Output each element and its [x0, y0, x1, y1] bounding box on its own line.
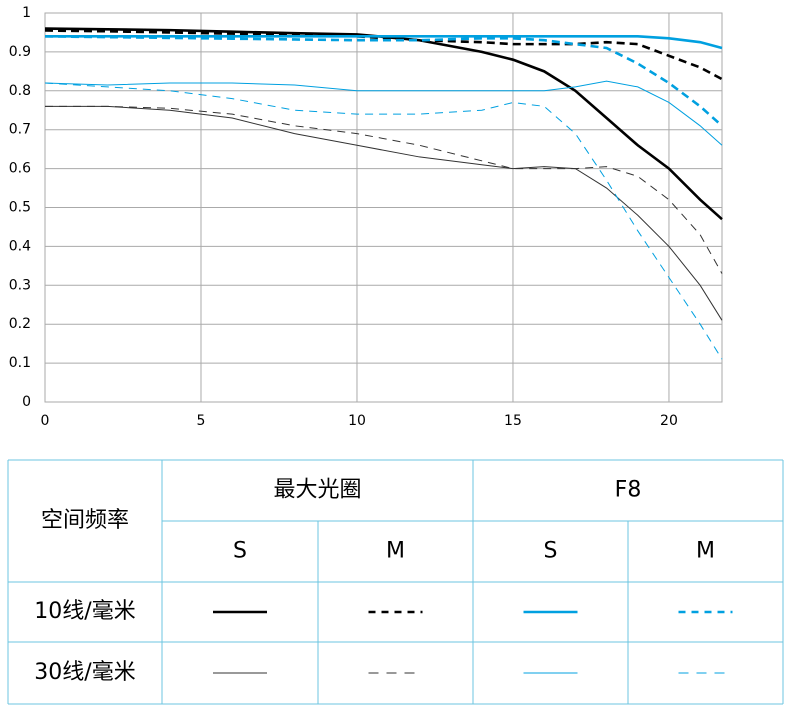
y-tick-label: 1 [22, 5, 31, 21]
x-tick-label: 0 [41, 413, 50, 429]
y-tick-label: 0.6 [9, 161, 31, 177]
mtf-line [44, 27, 723, 221]
mtf-line [45, 105, 723, 321]
mtf-line [44, 29, 723, 81]
sub-header: S [233, 539, 247, 564]
y-tick-label: 0.2 [9, 316, 31, 332]
x-tick-label: 10 [348, 413, 366, 429]
y-tick-label: 0.5 [9, 200, 31, 216]
row-header: 10线/毫米 [34, 599, 135, 624]
group-header: 最大光圈 [273, 478, 361, 503]
x-tick-label: 15 [504, 413, 522, 429]
y-tick-label: 0.9 [9, 44, 31, 60]
table-corner: 空间频率 [41, 508, 129, 533]
x-tick-label: 5 [197, 413, 206, 429]
x-tick-label: 20 [660, 413, 678, 429]
mtf-line [44, 82, 723, 360]
y-tick-label: 0.8 [9, 83, 31, 99]
y-tick-label: 0.1 [9, 355, 31, 371]
sub-header: M [386, 539, 405, 564]
row-header: 30线/毫米 [34, 660, 135, 685]
sub-header: M [696, 539, 715, 564]
y-tick-label: 0 [22, 394, 31, 410]
mtf-line [45, 105, 723, 274]
mtf-line [45, 35, 723, 50]
sub-header: S [544, 539, 558, 564]
group-header: F8 [615, 478, 642, 503]
y-tick-label: 0.7 [9, 122, 31, 138]
y-tick-label: 0.3 [9, 277, 31, 293]
y-tick-label: 0.4 [9, 238, 31, 254]
mtf-line [44, 35, 723, 127]
mtf-line [44, 80, 723, 146]
